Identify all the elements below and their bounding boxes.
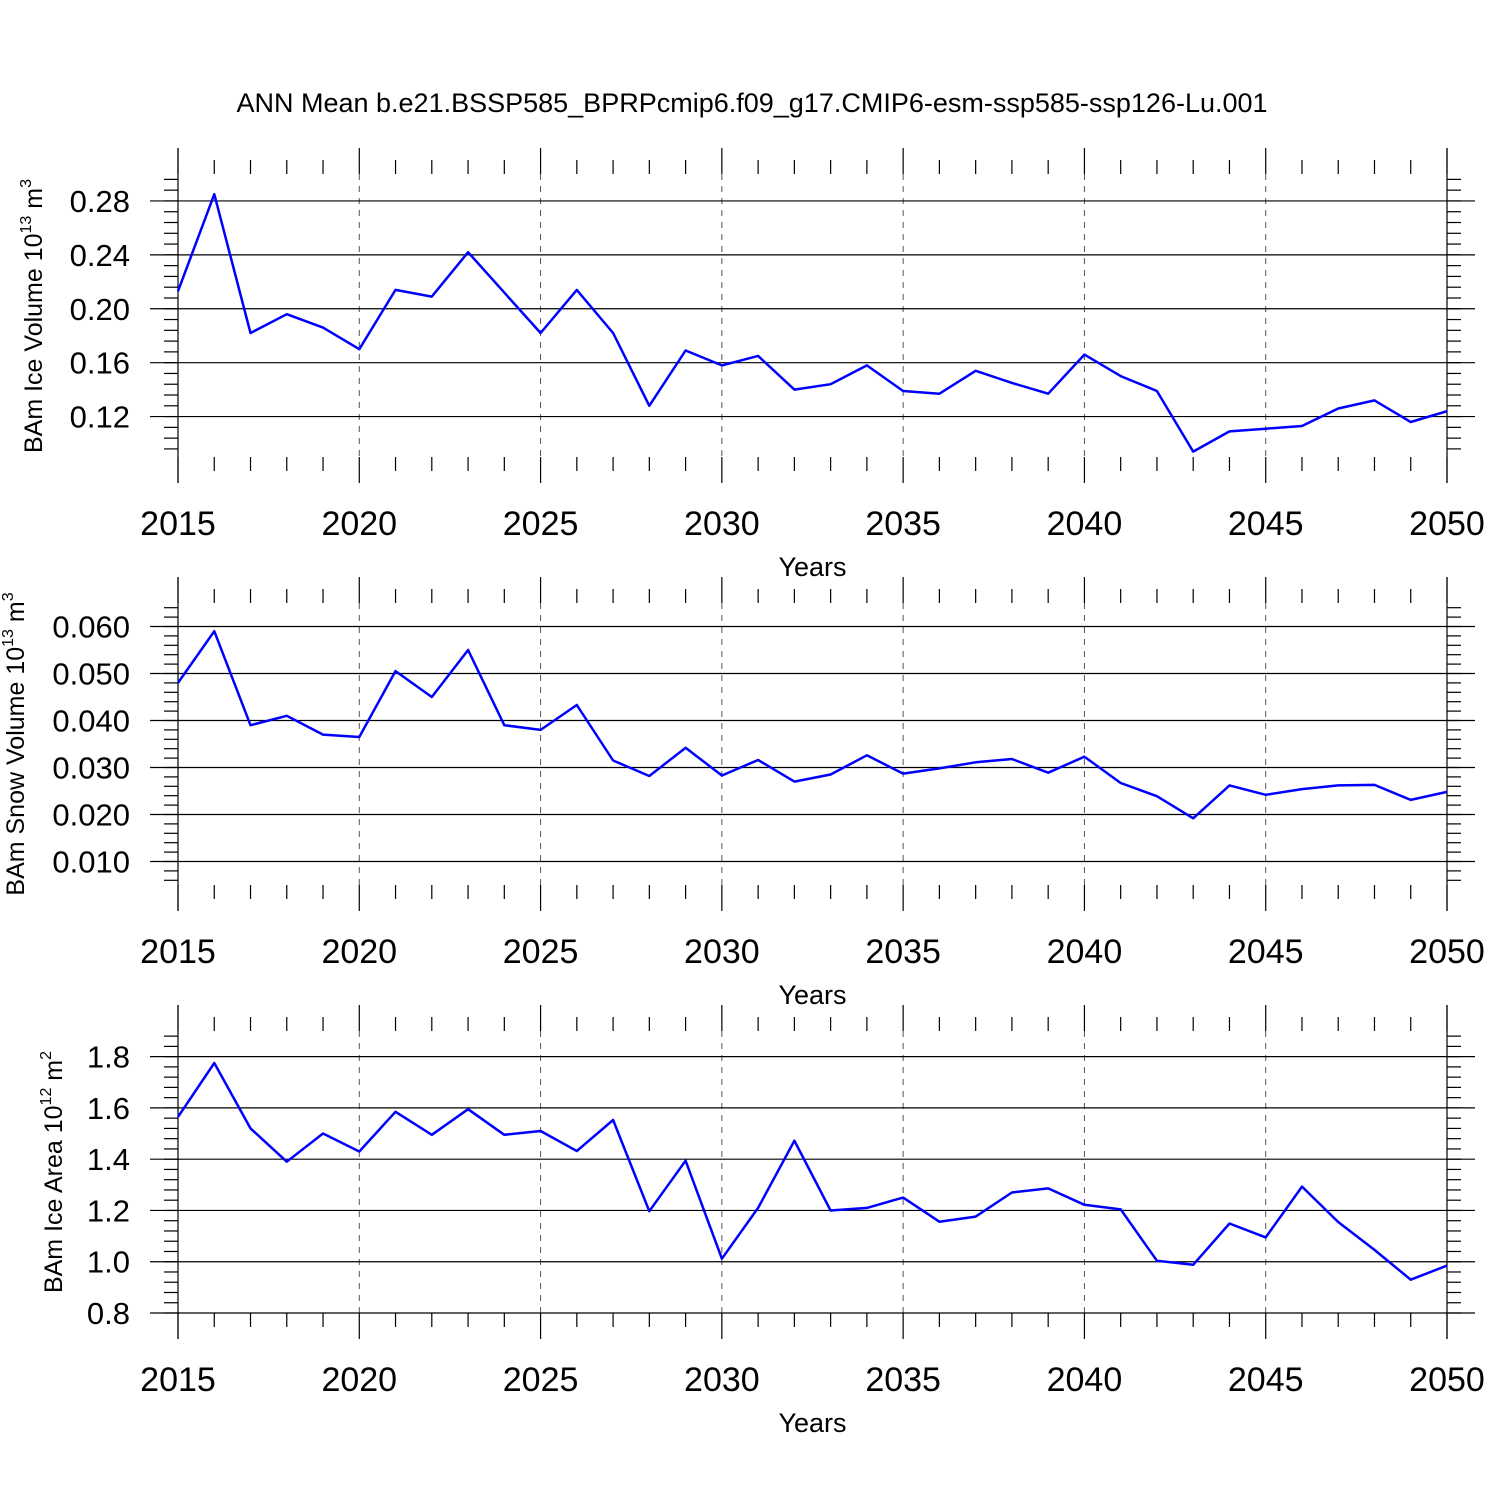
x-tick-label: 2030 xyxy=(684,1361,760,1399)
y-tick-label: 0.12 xyxy=(70,400,130,435)
y-tick-label: 0.20 xyxy=(70,292,130,327)
y-axis-label: BAm Ice Area 1012 m2 xyxy=(38,1051,68,1293)
x-tick-label: 2045 xyxy=(1228,1361,1304,1399)
y-tick-label: 1.8 xyxy=(87,1040,130,1075)
panel-2: 0.010 0.020 0.030 0.040 0.050 0.060 2015 2020 20… xyxy=(0,577,1485,1010)
y-tick-label: 0.020 xyxy=(52,798,130,833)
x-tick-label: 2045 xyxy=(1228,933,1304,971)
panel-1: 0.12 0.16 0.20 0.24 0.28 2015 2020 2025 2030 2035… xyxy=(18,148,1485,582)
y-tick-label: 0.28 xyxy=(70,184,130,219)
y-tick-label: 1.4 xyxy=(87,1142,130,1177)
x-axis-label: Years xyxy=(778,980,846,1010)
x-tick-label: 2015 xyxy=(140,505,216,543)
x-tick-label: 2050 xyxy=(1409,505,1485,543)
x-tick-label: 2030 xyxy=(684,505,760,543)
x-tick-label: 2050 xyxy=(1409,1361,1485,1399)
panel-3: 0.8 1.0 1.2 1.4 1.6 1.8 2015 2020 2025 2030 2035 20… xyxy=(38,1005,1485,1438)
series-line xyxy=(176,629,1448,820)
x-tick-label: 2015 xyxy=(140,1361,216,1399)
x-tick-label: 2020 xyxy=(321,1361,397,1399)
x-tick-label: 2035 xyxy=(865,505,941,543)
y-tick-label: 0.030 xyxy=(52,751,130,786)
y-tick-label: 0.050 xyxy=(52,657,130,692)
x-tick-label: 2020 xyxy=(321,933,397,971)
y-tick-label: 1.6 xyxy=(87,1091,130,1126)
x-tick-label: 2045 xyxy=(1228,505,1304,543)
x-tick-label: 2020 xyxy=(321,505,397,543)
y-tick-label: 0.16 xyxy=(70,346,130,381)
x-tick-label: 2025 xyxy=(503,1361,579,1399)
y-axis-label: BAm Ice Volume 1013 m3 xyxy=(18,179,48,453)
y-tick-label: 0.8 xyxy=(87,1296,130,1331)
y-tick-label: 1.0 xyxy=(87,1245,130,1280)
x-tick-label: 2025 xyxy=(503,933,579,971)
x-tick-label: 2015 xyxy=(140,933,216,971)
series-line xyxy=(176,1061,1448,1281)
x-tick-label: 2040 xyxy=(1047,933,1123,971)
series-line xyxy=(176,192,1448,453)
x-axis-label: Years xyxy=(778,1408,846,1438)
x-tick-label: 2040 xyxy=(1047,1361,1123,1399)
y-tick-label: 0.24 xyxy=(70,238,130,273)
x-axis-label: Years xyxy=(778,552,846,582)
y-axis-label: BAm Snow Volume 1013 m3 xyxy=(0,592,30,895)
y-tick-label: 0.040 xyxy=(52,704,130,739)
y-tick-label: 1.2 xyxy=(87,1193,130,1228)
x-tick-label: 2025 xyxy=(503,505,579,543)
x-tick-label: 2040 xyxy=(1047,505,1123,543)
x-tick-label: 2035 xyxy=(865,1361,941,1399)
y-tick-label: 0.010 xyxy=(52,845,130,880)
x-tick-label: 2050 xyxy=(1409,933,1485,971)
x-tick-label: 2030 xyxy=(684,933,760,971)
chart-title: ANN Mean b.e21.BSSP585_BPRPcmip6.f09_g17… xyxy=(236,88,1267,118)
y-tick-label: 0.060 xyxy=(52,610,130,645)
x-tick-label: 2035 xyxy=(865,933,941,971)
